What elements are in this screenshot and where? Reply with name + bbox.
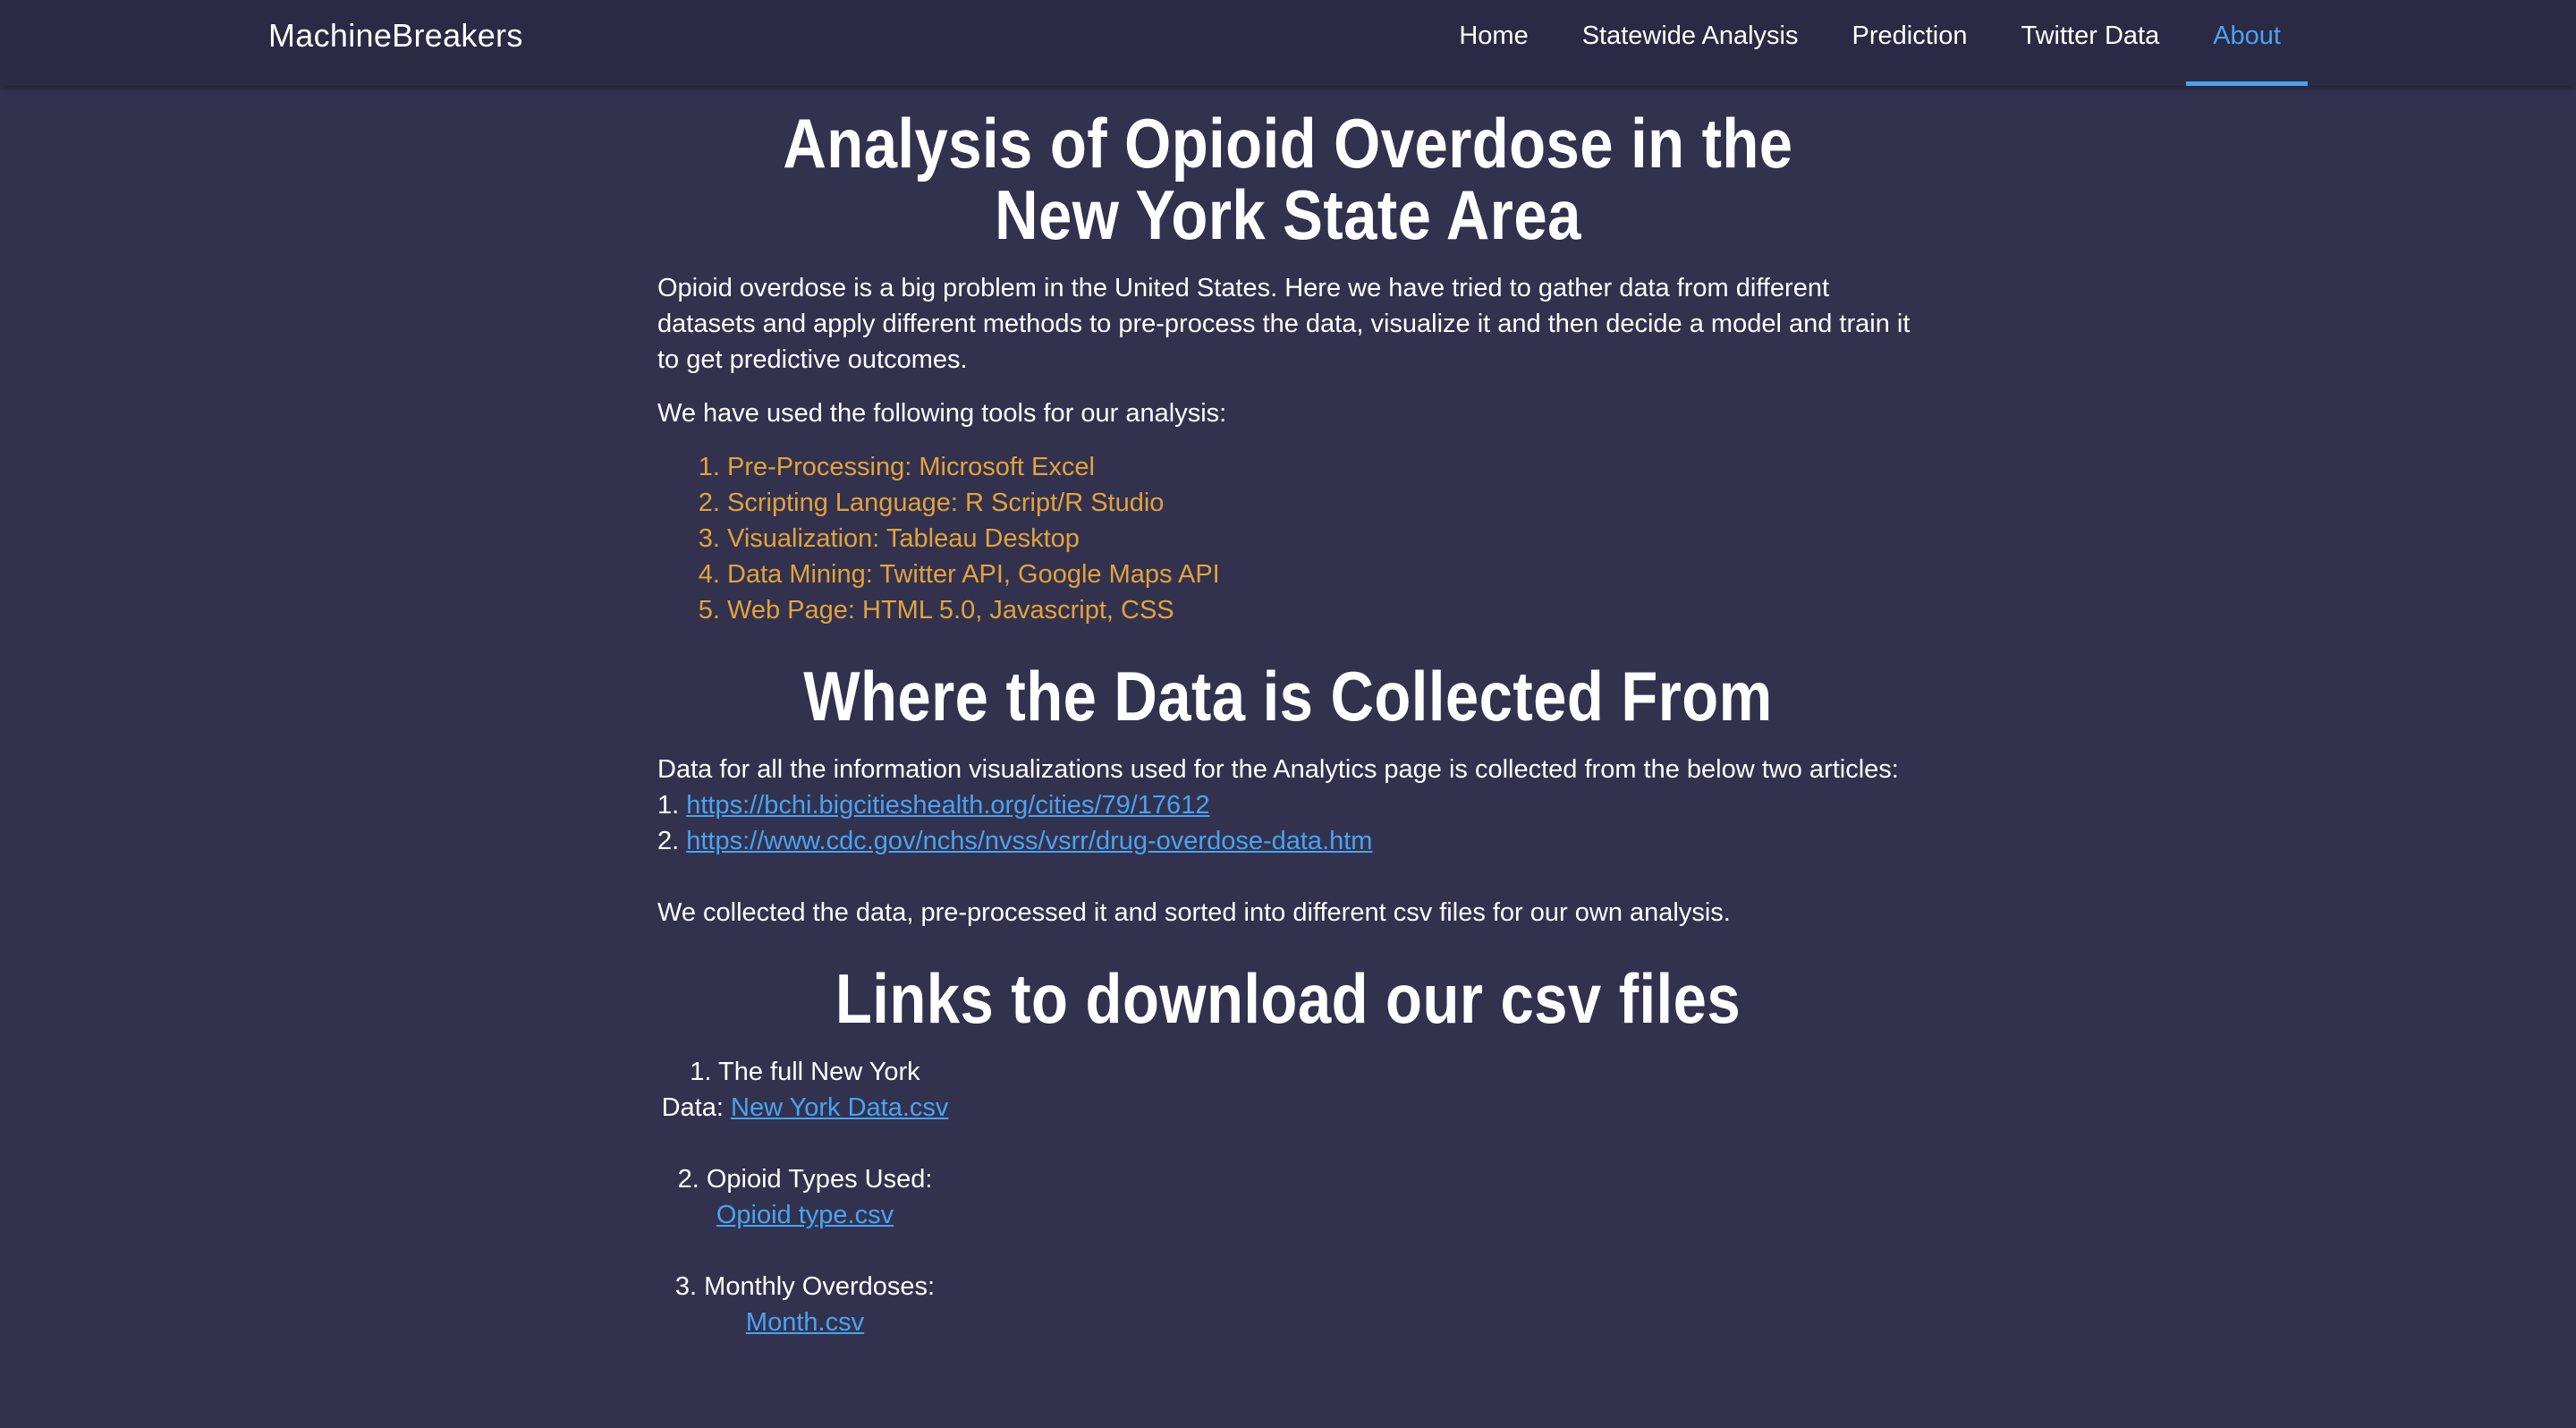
source-link-cdc[interactable]: https://www.cdc.gov/nchs/nvss/vsrr/drug-… xyxy=(686,827,1373,855)
tools-list: Pre-Processing: Microsoft Excel Scriptin… xyxy=(657,449,1919,628)
list-item: Scripting Language: R Script/R Studio xyxy=(727,485,1919,521)
nav-menu: Home Statewide Analysis Prediction Twitt… xyxy=(1432,0,2308,86)
download-item: 1. The full New York Data: New York Data… xyxy=(657,1054,953,1126)
intro-paragraph: Opioid overdose is a big problem in the … xyxy=(657,274,1911,374)
download-item: 2. Opioid Types Used: Opioid type.csv xyxy=(657,1161,953,1233)
top-navbar: MachineBreakers Home Statewide Analysis … xyxy=(0,0,2576,86)
download-label: 1. The full New York Data: xyxy=(661,1058,920,1122)
sources-intro: Data for all the information visualizati… xyxy=(657,755,1899,784)
nav-item-prediction[interactable]: Prediction xyxy=(1852,21,1968,50)
download-label: 3. Monthly Overdoses: xyxy=(674,1272,936,1301)
tools-intro: We have used the following tools for our… xyxy=(657,399,1227,428)
source-item: 1. https://bchi.bigcitieshealth.org/citi… xyxy=(657,787,1919,823)
source-number: 1. xyxy=(657,791,687,820)
download-link-month[interactable]: Month.csv xyxy=(745,1308,865,1337)
download-link-opioid-type[interactable]: Opioid type.csv xyxy=(716,1201,894,1229)
sources-heading: Where the Data is Collected From xyxy=(803,657,1773,735)
downloads-heading: Links to download our csv files xyxy=(835,959,1741,1038)
source-item: 2. https://www.cdc.gov/nchs/nvss/vsrr/dr… xyxy=(657,823,1919,859)
list-item: Visualization: Tableau Desktop xyxy=(727,521,1919,557)
downloads-list: 1. The full New York Data: New York Data… xyxy=(657,1054,953,1340)
download-link-new-york-data[interactable]: New York Data.csv xyxy=(731,1093,949,1122)
page-title: Analysis of Opioid Overdose in the New Y… xyxy=(783,104,1793,254)
sources-outro: We collected the data, pre-processed it … xyxy=(657,898,1731,927)
source-link-bchi[interactable]: https://bchi.bigcitieshealth.org/cities/… xyxy=(686,791,1210,820)
download-item: 3. Monthly Overdoses: Month.csv xyxy=(657,1269,953,1340)
list-item: Data Mining: Twitter API, Google Maps AP… xyxy=(727,557,1919,592)
nav-item-home[interactable]: Home xyxy=(1459,21,1529,50)
source-number: 2. xyxy=(657,827,687,855)
list-item: Pre-Processing: Microsoft Excel xyxy=(727,449,1919,485)
nav-item-about[interactable]: About xyxy=(2186,0,2308,86)
main-content: Analysis of Opioid Overdose in the New Y… xyxy=(657,107,1919,1376)
nav-item-twitter-data[interactable]: Twitter Data xyxy=(2021,21,2160,50)
list-item: Web Page: HTML 5.0, Javascript, CSS xyxy=(727,592,1919,628)
brand-logo[interactable]: MachineBreakers xyxy=(268,17,523,54)
nav-item-statewide-analysis[interactable]: Statewide Analysis xyxy=(1581,21,1799,50)
download-label: 2. Opioid Types Used: xyxy=(677,1165,933,1194)
